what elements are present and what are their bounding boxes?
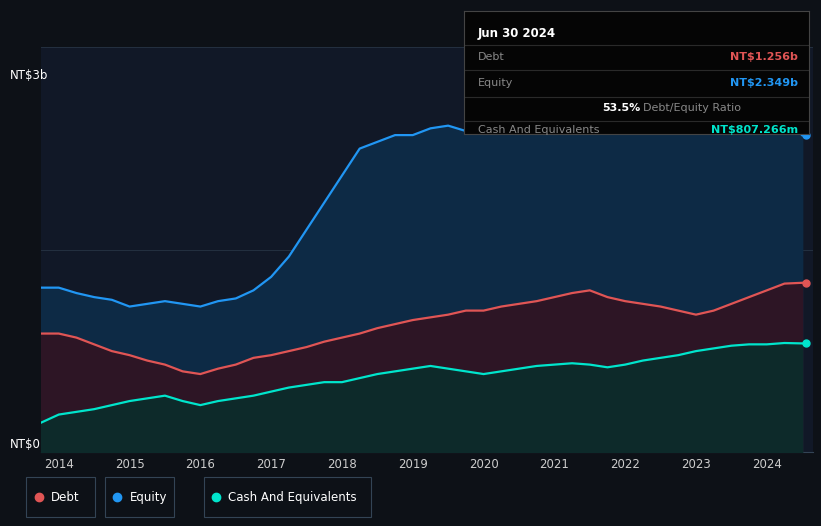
Text: Equity: Equity — [478, 78, 513, 88]
Text: NT$2.349b: NT$2.349b — [731, 78, 798, 88]
Text: NT$0: NT$0 — [10, 438, 41, 451]
Text: Equity: Equity — [130, 491, 167, 503]
Text: Debt: Debt — [51, 491, 80, 503]
Text: Debt: Debt — [478, 53, 504, 63]
Text: Jun 30 2024: Jun 30 2024 — [478, 27, 556, 39]
Text: NT$3b: NT$3b — [10, 69, 48, 82]
Text: 53.5%: 53.5% — [602, 103, 640, 113]
FancyBboxPatch shape — [26, 477, 95, 518]
FancyBboxPatch shape — [204, 477, 371, 518]
Text: NT$1.256b: NT$1.256b — [731, 53, 798, 63]
Text: NT$807.266m: NT$807.266m — [711, 125, 798, 135]
Text: Cash And Equivalents: Cash And Equivalents — [228, 491, 357, 503]
Text: Debt/Equity Ratio: Debt/Equity Ratio — [643, 103, 741, 113]
FancyBboxPatch shape — [105, 477, 174, 518]
Text: Cash And Equivalents: Cash And Equivalents — [478, 125, 599, 135]
